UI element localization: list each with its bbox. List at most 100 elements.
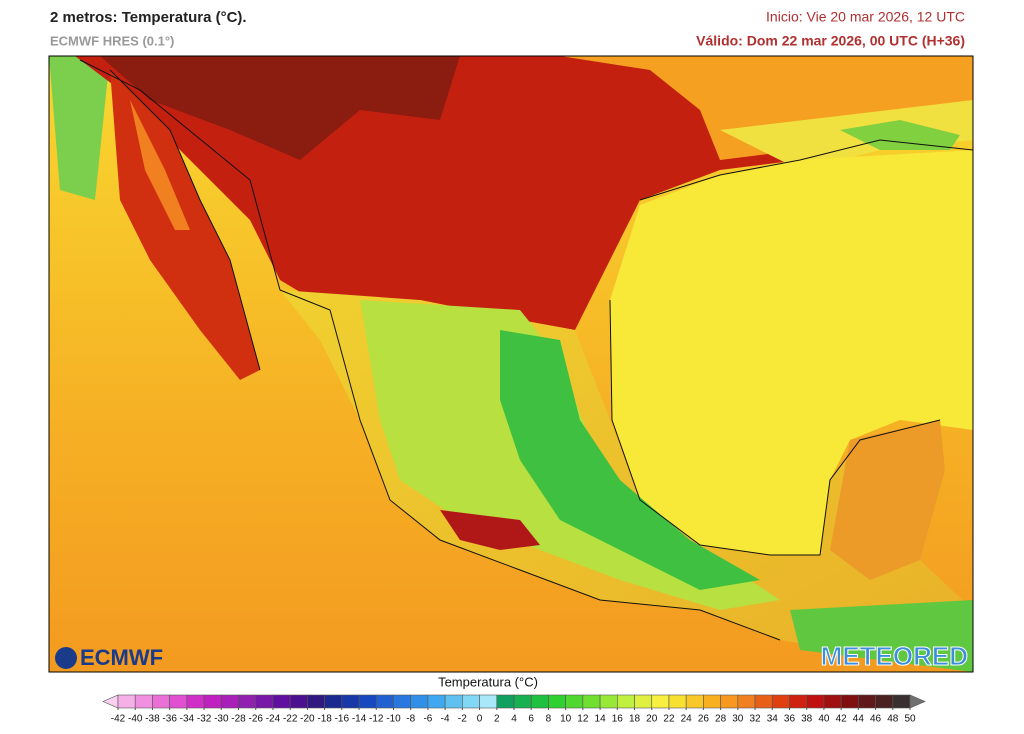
colorbar-tick-label: 16 [612, 714, 624, 725]
colorbar-tick-label: -42 [111, 714, 126, 725]
colorbar-tick-label: 28 [715, 714, 727, 725]
colorbar-swatch [599, 694, 618, 709]
colorbar-swatch [840, 694, 859, 709]
colorbar-swatch [737, 694, 756, 709]
colorbar-swatch [238, 694, 257, 709]
valid-time: Válido: Dom 22 mar 2026, 00 UTC (H+36) [696, 33, 965, 49]
colorbar-swatch [530, 694, 549, 709]
colorbar-tick-label: 30 [732, 714, 744, 725]
colorbar-tick-label: -32 [197, 714, 212, 725]
colorbar-tick-label: 12 [577, 714, 589, 725]
colorbar-tick-label: 2 [494, 714, 500, 725]
colorbar-swatch [479, 694, 498, 709]
colorbar-swatch [565, 694, 584, 709]
colorbar-swatch [255, 694, 274, 709]
colorbar-swatch [875, 694, 894, 709]
colorbar-swatch [668, 694, 687, 709]
colorbar-swatch [221, 694, 239, 709]
colorbar-swatch [720, 694, 739, 709]
colorbar-swatch [582, 694, 601, 709]
colorbar-swatch [703, 694, 721, 709]
colorbar-tick-label: -34 [180, 714, 195, 725]
colorbar-swatch [771, 694, 790, 709]
colorbar-swatch [341, 694, 360, 709]
colorbar-swatch [634, 694, 653, 709]
colorbar-swatch [117, 694, 136, 709]
colorbar-swatch [307, 694, 325, 709]
colorbar-swatch [324, 694, 343, 709]
colorbar-tick-label: -26 [249, 714, 264, 725]
colorbar-tick-label: 36 [784, 714, 796, 725]
colorbar-arrow-low [102, 694, 119, 709]
colorbar-swatch [358, 694, 377, 709]
colorbar-tick-label: 8 [546, 714, 552, 725]
colorbar-swatch [892, 694, 911, 709]
colorbar-tick-label: 14 [595, 714, 607, 725]
colorbar-swatch [410, 694, 429, 709]
colorbar-tick-label: 4 [511, 714, 517, 725]
colorbar-tick-label: -24 [266, 714, 281, 725]
colorbar-swatch [789, 694, 807, 709]
colorbar-tick-label: 0 [477, 714, 483, 725]
colorbar-swatch [427, 694, 446, 709]
map [49, 56, 973, 672]
colorbar-arrow-high [909, 694, 926, 709]
colorbar-swatch [685, 694, 704, 709]
colorbar-tick-label: 20 [646, 714, 658, 725]
colorbar-swatch [651, 694, 670, 709]
colorbar-tick-label: -14 [352, 714, 367, 725]
colorbar-tick-label: -10 [386, 714, 401, 725]
colorbar-title: Temperatura (°C) [438, 674, 538, 689]
colorbar-tick-label: -38 [145, 714, 160, 725]
colorbar-tick-label: 6 [528, 714, 534, 725]
colorbar-tick-label: -18 [317, 714, 332, 725]
colorbar: -42 -40 -38 -36 -34 -32 -30 -28 -26 -24 -22 -20 -18-… [102, 694, 926, 725]
ecmwf-text: ECMWF [80, 645, 163, 670]
colorbar-tick-label: -36 [162, 714, 177, 725]
colorbar-swatch [754, 694, 773, 709]
title: 2 metros: Temperatura (°C). [50, 9, 247, 26]
map-frame [48, 55, 974, 673]
colorbar-tick-label: -28 [231, 714, 246, 725]
colorbar-tick-label: 50 [904, 714, 916, 725]
colorbar-swatch [186, 694, 205, 709]
meteored-logo: METEORED [821, 641, 968, 671]
colorbar-tick-label: 42 [836, 714, 848, 725]
colorbar-tick-label: -16 [335, 714, 350, 725]
colorbar-tick-label: 40 [818, 714, 830, 725]
colorbar-tick-label: -30 [214, 714, 229, 725]
colorbar-swatch [806, 694, 825, 709]
model: ECMWF HRES (0.1°) [50, 33, 174, 48]
colorbar-tick-label: -12 [369, 714, 384, 725]
colorbar-swatch [152, 694, 170, 709]
colorbar-swatch [617, 694, 635, 709]
colorbar-swatch [375, 694, 394, 709]
colorbar-swatch [548, 694, 566, 709]
colorbar-tick-label: 22 [663, 714, 675, 725]
colorbar-swatch [134, 694, 153, 709]
colorbar-swatch [272, 694, 291, 709]
colorbar-tick-label: 34 [767, 714, 779, 725]
colorbar-swatch [858, 694, 876, 709]
colorbar-tick-label: -2 [458, 714, 467, 725]
colorbar-tick-label: -20 [300, 714, 315, 725]
colorbar-tick-label: 38 [801, 714, 813, 725]
colorbar-tick-label: -40 [128, 714, 143, 725]
colorbar-tick-label: 32 [749, 714, 761, 725]
colorbar-swatch [393, 694, 411, 709]
colorbar-swatch [444, 694, 463, 709]
colorbar-tick-label: 46 [870, 714, 882, 725]
colorbar-tick-label: 26 [698, 714, 710, 725]
ecmwf-logo: ECMWF [55, 645, 163, 670]
colorbar-swatch [513, 694, 532, 709]
colorbar-swatch [496, 694, 515, 709]
colorbar-swatch [823, 694, 842, 709]
colorbar-tick-label: 44 [853, 714, 865, 725]
colorbar-swatch [289, 694, 308, 709]
colorbar-tick-label: 18 [629, 714, 641, 725]
init-time: Inicio: Vie 20 mar 2026, 12 UTC [766, 9, 965, 25]
colorbar-swatch [169, 694, 188, 709]
colorbar-tick-label: 48 [887, 714, 899, 725]
